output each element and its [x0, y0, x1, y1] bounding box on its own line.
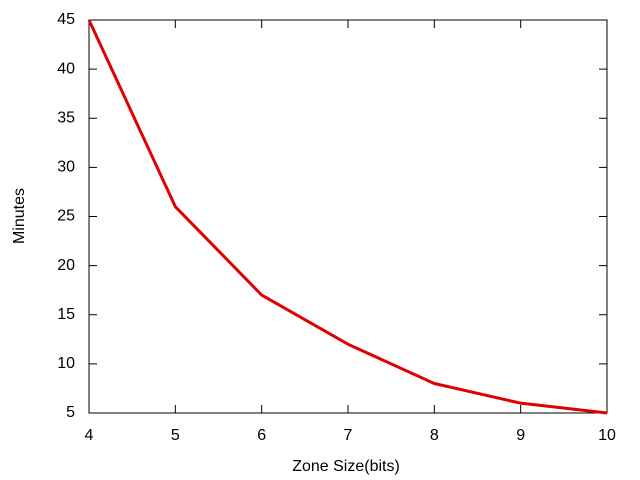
y-tick-label: 10 [57, 355, 75, 372]
y-tick-label: 15 [57, 306, 75, 323]
y-tick-label: 30 [57, 159, 75, 176]
y-tick-label: 45 [57, 11, 75, 28]
x-tick-label: 4 [85, 427, 94, 444]
data-line [87, 19, 608, 415]
x-tick-label: 9 [516, 427, 525, 444]
x-tick-label: 7 [344, 427, 353, 444]
x-tick-label: 8 [430, 427, 439, 444]
x-tick-label: 6 [257, 427, 266, 444]
y-tick-label: 25 [57, 208, 75, 225]
x-axis-label: Zone Size(bits) [292, 458, 400, 475]
y-axis-label: Minutes [11, 188, 28, 244]
x-tick-label: 5 [171, 427, 180, 444]
x-tick-label: 10 [598, 427, 616, 444]
y-tick-label: 5 [66, 404, 75, 421]
y-tick-label: 20 [57, 257, 75, 274]
plot-frame [88, 19, 608, 414]
y-tick-label: 35 [57, 109, 75, 126]
y-tick-label: 40 [57, 60, 75, 77]
